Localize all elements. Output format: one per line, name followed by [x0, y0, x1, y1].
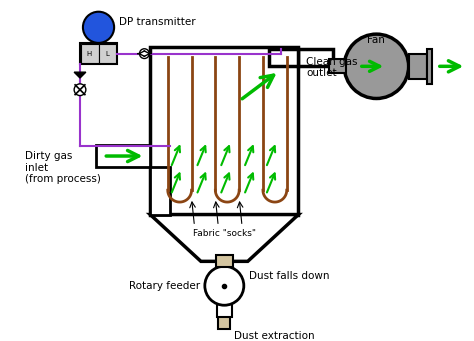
Text: L: L	[106, 50, 109, 57]
Circle shape	[83, 12, 114, 43]
Text: Clean gas
outlet: Clean gas outlet	[306, 57, 358, 78]
Bar	[216, 255, 233, 267]
Bar	[269, 49, 299, 66]
Bar	[100, 44, 116, 63]
Text: Dirty gas
inlet
(from process): Dirty gas inlet (from process)	[26, 151, 101, 184]
Bar	[81, 44, 99, 63]
Circle shape	[205, 266, 244, 305]
Text: H: H	[86, 50, 91, 57]
Text: DP transmitter: DP transmitter	[119, 17, 196, 27]
Circle shape	[74, 84, 86, 95]
Bar	[150, 167, 170, 214]
Circle shape	[344, 34, 409, 99]
Bar	[409, 54, 427, 79]
Bar	[96, 145, 150, 167]
Text: Rotary feeder: Rotary feeder	[129, 281, 200, 291]
Bar	[299, 49, 333, 66]
Text: Fabric "socks": Fabric "socks"	[193, 229, 256, 238]
Circle shape	[139, 49, 149, 59]
Bar	[328, 59, 346, 73]
Text: Fan: Fan	[367, 35, 384, 45]
Bar	[80, 43, 117, 64]
Bar	[427, 49, 432, 84]
Polygon shape	[74, 72, 86, 78]
Text: Dust falls down: Dust falls down	[249, 271, 329, 281]
Polygon shape	[150, 47, 299, 214]
Text: Dust extraction: Dust extraction	[234, 330, 315, 341]
Polygon shape	[150, 214, 299, 261]
Bar	[219, 317, 230, 329]
